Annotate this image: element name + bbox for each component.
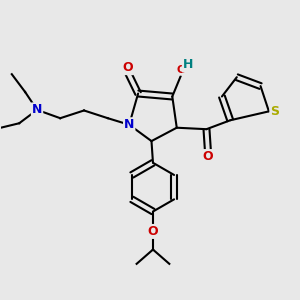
- Text: O: O: [176, 65, 186, 75]
- Text: H: H: [183, 58, 193, 71]
- Text: O: O: [148, 225, 158, 238]
- Text: S: S: [270, 105, 279, 118]
- Text: O: O: [122, 61, 133, 74]
- Text: N: N: [124, 118, 134, 131]
- Text: N: N: [32, 103, 42, 116]
- Text: O: O: [202, 150, 213, 163]
